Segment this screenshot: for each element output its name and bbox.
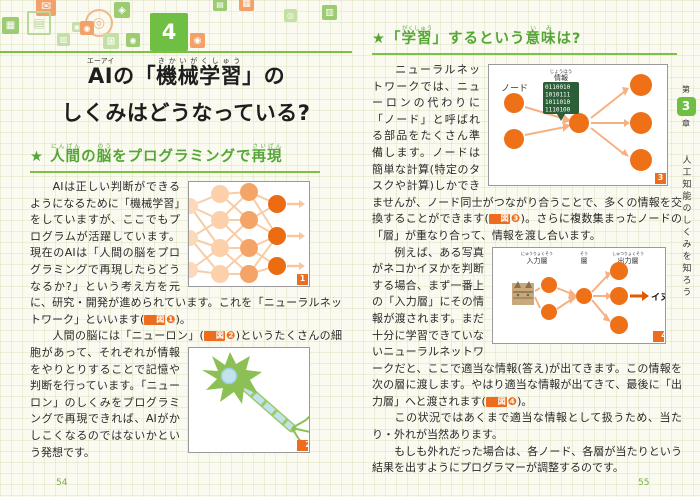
figure-number-badge: 1 [297, 274, 308, 285]
decorative-icon-band: ✉ ▦ ▤ ▣ ▥ ◎ ◉ ◈ ⊞ ◉ ◉ ▤ ▦ ◎ ▥ [0, 0, 352, 52]
right-paragraph-1: ニューラルネットワークでは、ニューロンの代わりに「ノード」と呼ばれる部品をたくさ… [372, 63, 682, 242]
right-paragraph-2: にゅうりょくそう 入力層 そう 層 しゅつりょくそう 出力層 [372, 245, 682, 411]
laptop-icon: ▤ [27, 11, 51, 35]
cat-photo [512, 280, 534, 305]
node-diagram: ノード じょうほう 情報 0110010 1010111 1011010 111… [501, 69, 652, 171]
binary-row: 1010111 [545, 92, 571, 99]
output-layer-label: 出力層 [618, 256, 639, 265]
left-paragraph-2a: 人間の脳には「ニューロン」(図 ❷)というたくさんの細胞があって、 [30, 329, 342, 359]
cart-icon: ▥ [57, 33, 70, 46]
figure-number-badge: 4 [653, 330, 665, 342]
chapter-number-badge: 4 [150, 13, 188, 51]
node-label: ノード [501, 84, 528, 94]
figure-4-layers: にゅうりょくそう 入力層 そう 層 しゅつりょくそう 出力層 [492, 246, 666, 344]
document-icon: ▦ [239, 0, 254, 11]
section-heading-left: ★ 人間にんげんの脳のうをプログラミングで再現さいげん [30, 144, 320, 173]
neuron-illustration [202, 351, 309, 443]
layer-label: 層 [581, 257, 588, 265]
chip-icon: ▣ [72, 22, 82, 32]
folder-icon: ▤ [213, 0, 227, 11]
page-number-right: 55 [638, 478, 650, 488]
hidden-nodes-1 [211, 185, 229, 283]
tab-chapter-number: 3 [676, 97, 696, 116]
page-number-left: 54 [56, 478, 68, 488]
layer-arrowheads [568, 270, 612, 322]
left-paragraph-2b: それぞれが情報をやりとりすることで記憶や判断を行っています。「ニューロン」のしく… [30, 345, 180, 459]
binary-info-bubble: 0110010 1010111 1011010 1110100 [543, 82, 579, 121]
node-arrowheads [562, 87, 630, 157]
circuit-icon: ▦ [2, 17, 19, 34]
figure-number-badge: 2 [297, 439, 309, 451]
nucleus [220, 367, 238, 385]
page-title: AIエーアイの「機械学習きかいがくしゅう」の しくみはどうなっている? [30, 57, 342, 132]
node-arrows [524, 91, 625, 155]
top-divider-rule [0, 51, 352, 53]
student-icon: ◉ [126, 33, 140, 47]
input-nodes [189, 198, 198, 278]
money-icon: ▥ [322, 5, 337, 20]
right-paragraph-3: この状況ではあくまで適当な情報として扱うため、当たり・外れが当然あります。 [372, 411, 682, 442]
target-icon: ◎ [284, 9, 297, 22]
layer-nodes [541, 261, 628, 334]
binary-row: 1110100 [545, 107, 571, 114]
input-layer-ruby: にゅうりょくそう [521, 250, 553, 256]
result-label: イヌ? [651, 292, 666, 303]
left-paragraph-2: 人間の脳には「ニューロン」(図❷)というたくさんの細胞があって、 2 [30, 328, 342, 461]
output-nodes [268, 195, 286, 275]
section-heading-right: ★「学習がくしゅう」するという意味いみは? [372, 26, 677, 55]
figure-2-neuron: 2 [188, 346, 310, 453]
neural-network-diagram [189, 183, 305, 283]
network-connections [189, 191, 278, 275]
code-laptop-icon: ⊞ [103, 33, 119, 49]
user-icon: ◉ [80, 21, 94, 35]
right-page-body: ノード じょうほう 情報 0110010 1010111 1011010 111… [372, 62, 682, 477]
figure-number-badge: 3 [655, 173, 666, 184]
axon-myelin [242, 383, 294, 431]
right-paragraph-4: もしも外れだった場合は、各ノード、各層が当たりという結果を出すようにプログラマー… [372, 444, 682, 475]
share-icon: ◈ [114, 2, 130, 18]
left-page-body: 1 AIは正しい判断ができるようになるために「機械学習」をしていますが、ここでも… [30, 179, 342, 461]
info-label: 情報 [554, 73, 568, 82]
tab-chapter-title: 人工知能のしくみを知ろう [680, 154, 691, 299]
figure-3-nodes: ノード じょうほう 情報 0110010 1010111 1011010 111… [488, 64, 668, 186]
axon-terminals [291, 415, 309, 442]
binary-row: 0110010 [545, 84, 571, 91]
hidden-nodes-2 [240, 183, 258, 283]
right-paragraph-2-text: 例えば、ある写真がネコかイヌかを判断する場合、まず一番上の「入力層」にその情報が… [372, 245, 682, 408]
layer-diagram: にゅうりょくそう 入力層 そう 層 しゅつりょくそう 出力層 [512, 250, 666, 334]
output-arrows [287, 202, 299, 268]
page-title-line2: しくみはどうなっている? [61, 101, 311, 125]
layer-ruby: そう [580, 250, 588, 256]
left-paragraph-1: AIは正しい判断ができるようになるために「機械学習」をしていますが、ここでもプロ… [30, 180, 342, 326]
input-layer-label: 入力層 [527, 256, 548, 265]
binary-row: 1011010 [545, 99, 571, 106]
result-arrowhead [642, 290, 649, 301]
figure-1-neural-network: 1 [188, 181, 310, 287]
output-layer-ruby: しゅつりょくそう [612, 250, 644, 256]
page-title-line1: AIエーアイの「機械学習きかいがくしゅう」の [86, 57, 286, 88]
info-label-ruby: じょうほう [550, 69, 573, 75]
nodes [504, 74, 652, 171]
teacher-icon: ◉ [190, 33, 205, 48]
tab-dai-label: 第 [682, 85, 690, 94]
tab-shou-label: 章 [682, 119, 690, 128]
chapter-side-tab: 第 3 章 人工知能のしくみを知ろう [675, 84, 697, 319]
output-arrowheads [299, 200, 305, 270]
